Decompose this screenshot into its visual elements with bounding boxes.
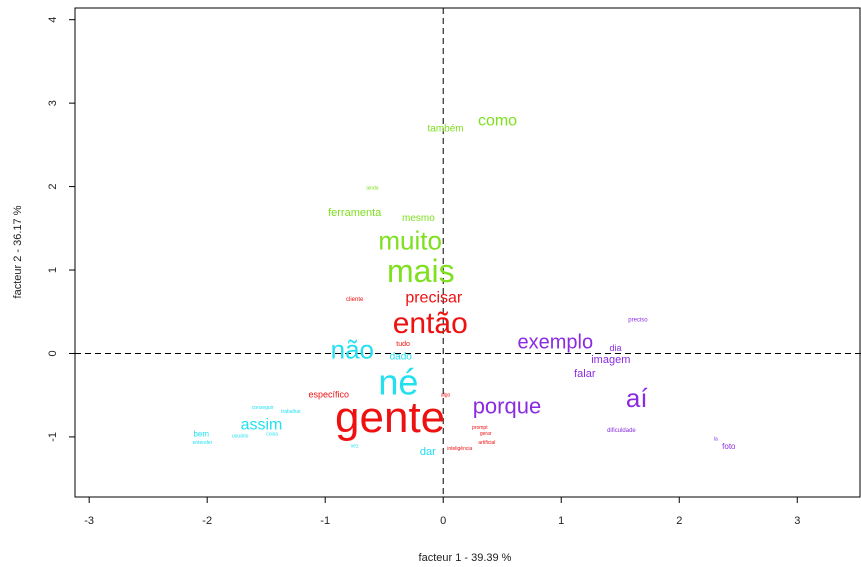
word: aí	[626, 383, 648, 413]
x-tick-label: 0	[440, 515, 446, 527]
word: ainda	[366, 186, 378, 192]
word: dado	[390, 351, 413, 362]
word: imagem	[591, 354, 630, 366]
word: algo	[441, 393, 451, 399]
y-tick-label: 0	[47, 350, 59, 356]
word: porque	[473, 394, 542, 419]
word: dia	[610, 343, 622, 353]
word: gerar	[480, 431, 492, 437]
y-tick-label: 1	[47, 267, 59, 273]
x-tick-label: 2	[676, 515, 682, 527]
word: inteligência	[447, 446, 472, 452]
x-axis-label: facteur 1 - 39.39 %	[419, 552, 512, 564]
y-tick-label: 4	[47, 17, 59, 23]
x-tick-label: -1	[320, 515, 330, 527]
word: coisa	[266, 432, 278, 438]
word: assim	[241, 416, 283, 433]
x-tick-label: -3	[84, 515, 94, 527]
word: conseguir	[252, 405, 274, 411]
word: trabalhar	[281, 409, 301, 415]
word: mesmo	[402, 213, 435, 224]
word: prompt	[472, 425, 488, 431]
word: também	[428, 124, 464, 135]
word: tudo	[396, 341, 410, 348]
y-axis-label: facteur 2 - 36.17 %	[12, 205, 24, 298]
word: vez	[351, 443, 359, 449]
word: cliente	[346, 297, 364, 303]
word: né	[378, 362, 418, 403]
word: bem	[193, 430, 209, 439]
word: mais	[387, 253, 455, 289]
word: muito	[378, 225, 442, 255]
word: precisar	[405, 290, 463, 307]
word: exemplo	[518, 332, 594, 354]
word: então	[393, 307, 468, 340]
word: entender	[193, 440, 213, 446]
y-tick-label: 3	[47, 100, 59, 106]
x-tick-label: 3	[794, 515, 800, 527]
y-tick-label: 2	[47, 184, 59, 190]
y-tick-label: -1	[47, 432, 59, 442]
plot-frame	[74, 7, 861, 498]
x-tick-label: -2	[202, 515, 212, 527]
word: como	[478, 113, 517, 130]
word: gente	[335, 393, 445, 442]
word: preciso	[628, 318, 648, 324]
word: artificial	[478, 440, 495, 446]
word: falar	[574, 368, 596, 380]
word: específico	[308, 390, 349, 400]
word: dificuldade	[607, 428, 636, 434]
word: la	[714, 437, 718, 443]
word: não	[331, 335, 374, 365]
word: usuário	[232, 433, 249, 439]
word: dar	[420, 446, 436, 458]
x-tick-label: 1	[558, 515, 564, 527]
word: foto	[722, 442, 736, 451]
word: ferramenta	[328, 207, 382, 219]
